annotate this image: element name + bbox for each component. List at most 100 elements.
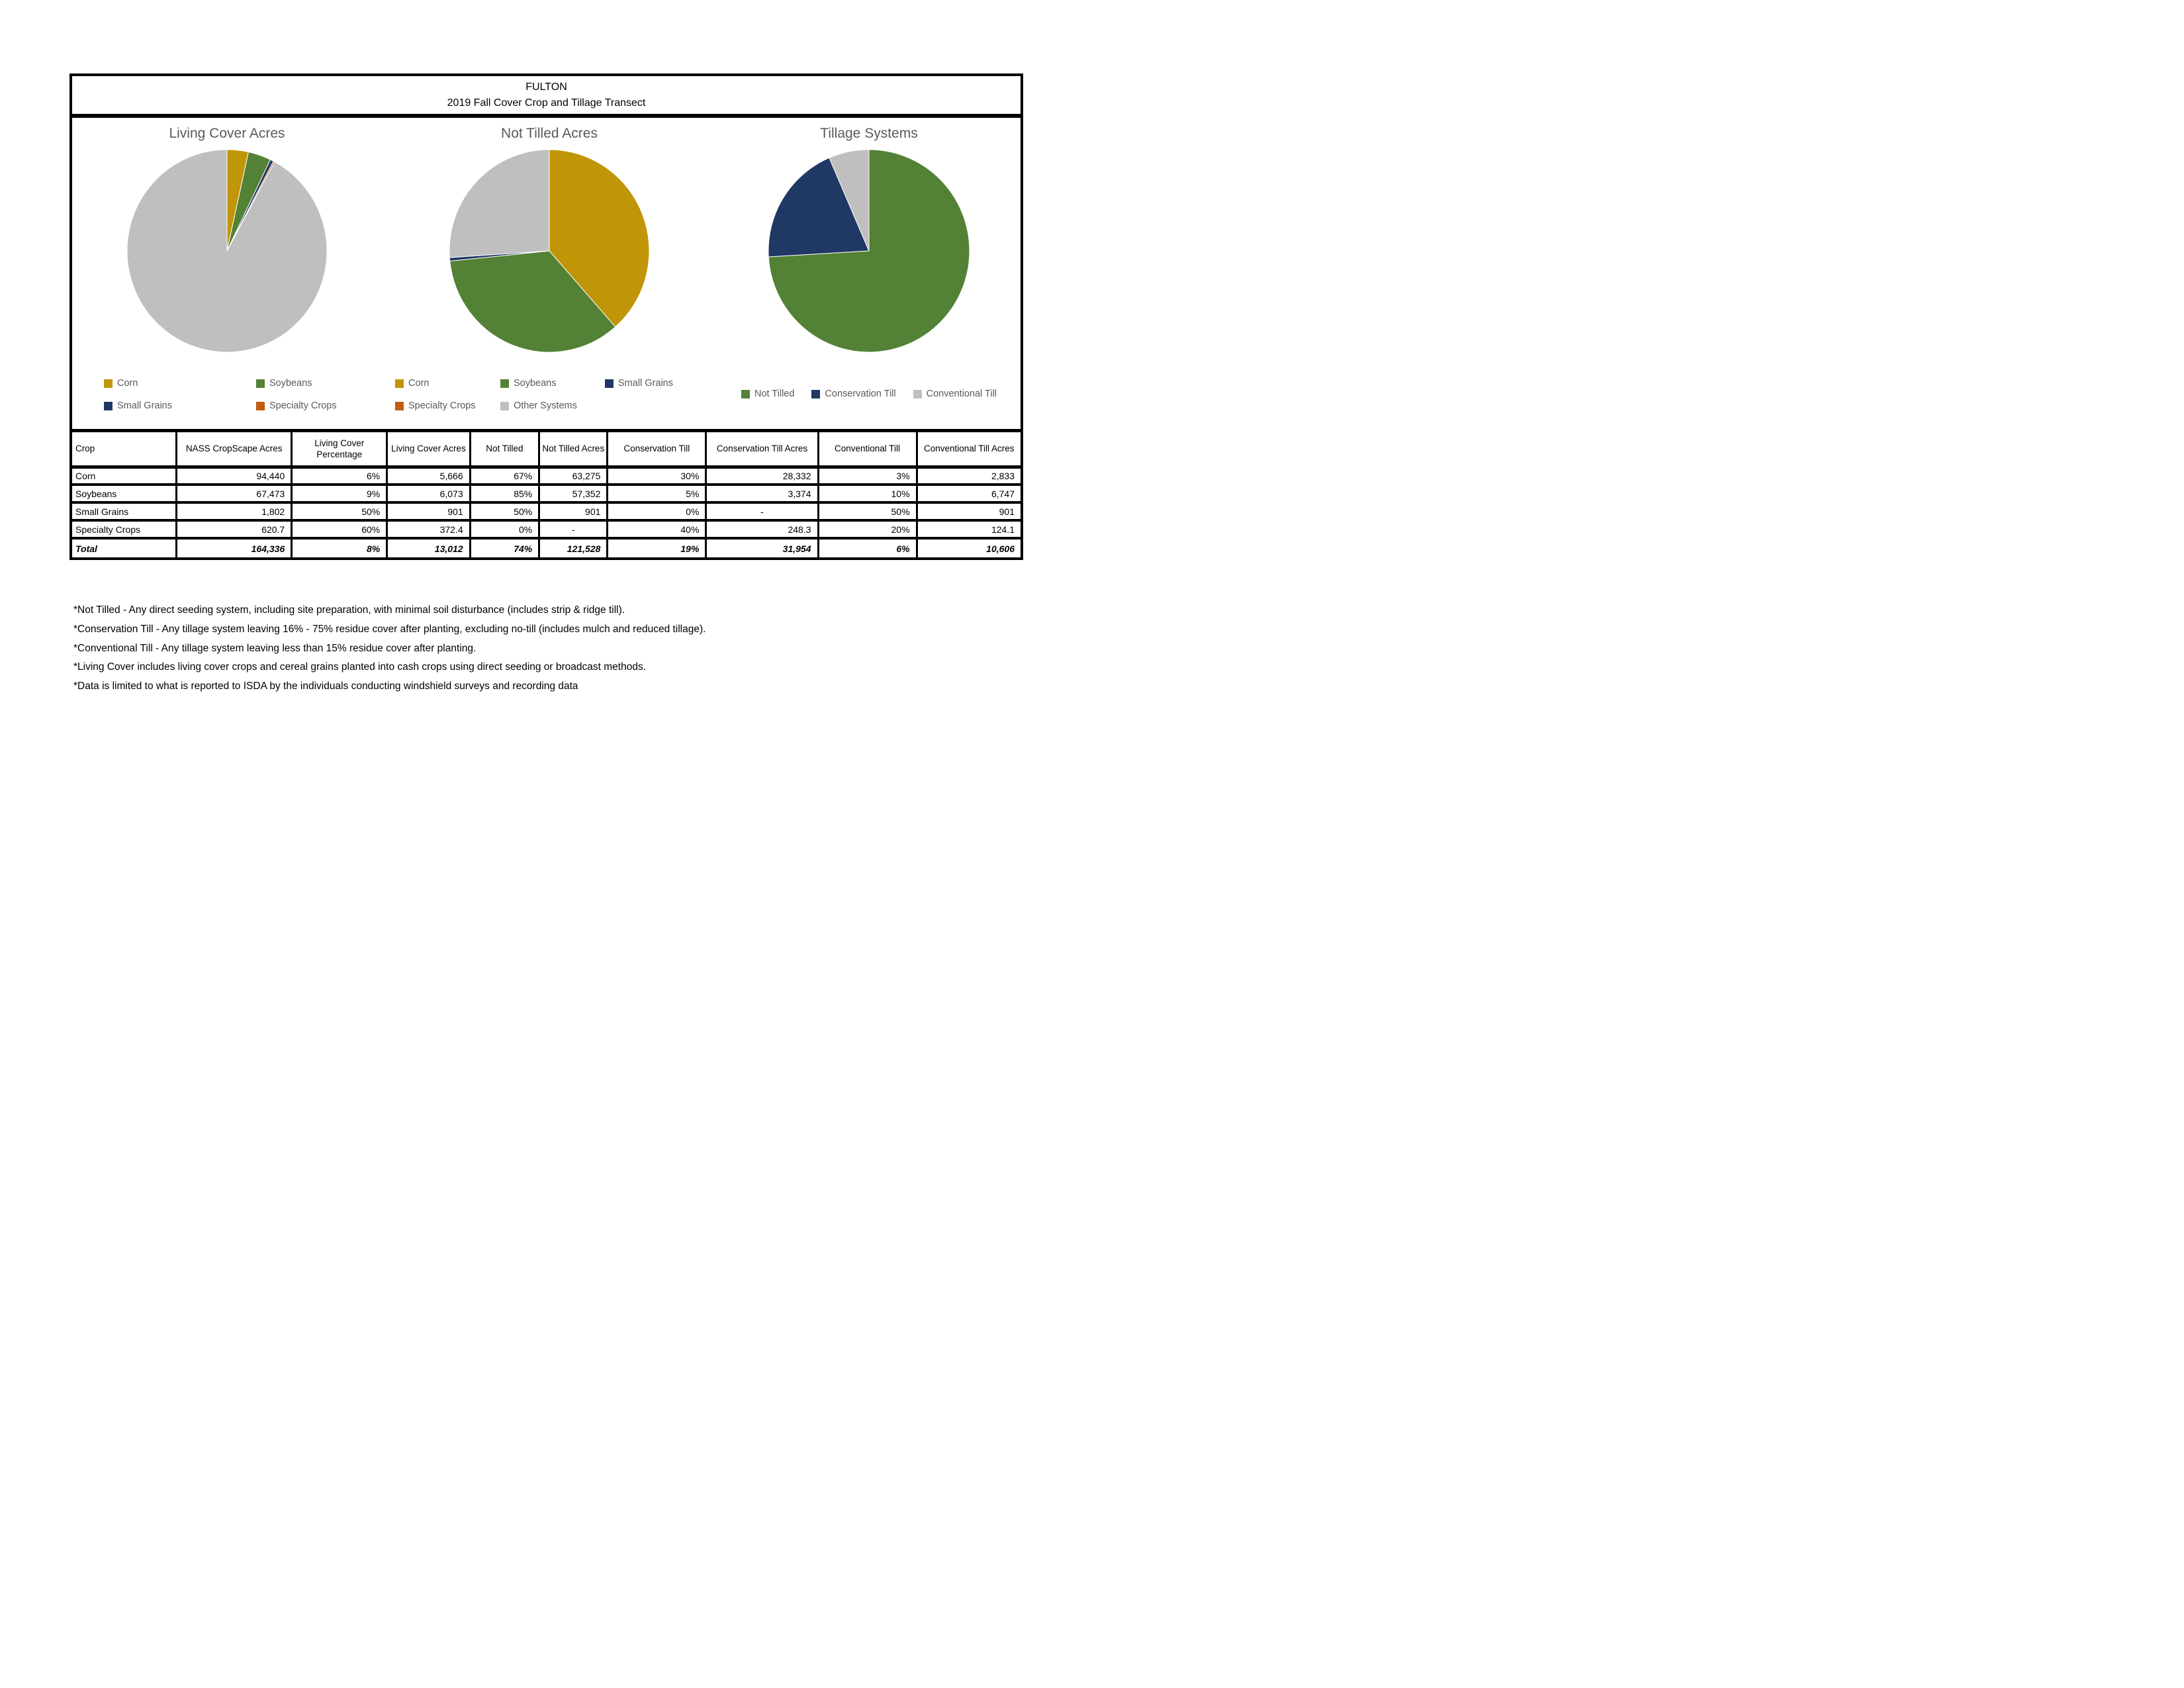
value-cell: 248.3 — [705, 519, 819, 538]
legend-swatch-icon — [104, 401, 113, 410]
value-cell: 67,473 — [175, 483, 292, 502]
column-header-crop: Crop — [72, 432, 177, 469]
value-cell: 901 — [915, 501, 1021, 520]
value-cell: 6,073 — [386, 483, 471, 502]
report-subtitle: 2019 Fall Cover Crop and Tillage Transec… — [447, 97, 646, 109]
legend-label: Conventional Till — [926, 389, 997, 399]
legend-label: Small Grains — [618, 378, 673, 389]
not-tilled-pie-chart — [449, 149, 650, 353]
value-cell: 1,802 — [175, 501, 292, 520]
crop-name-cell: Total — [72, 537, 177, 557]
legend-item-other-systems: Other Systems — [500, 400, 577, 412]
legend-item-corn: Corn — [395, 377, 500, 389]
value-cell: 2,833 — [915, 467, 1021, 485]
table-row-soybeans: Soybeans 67,473 9% 6,073 85% 57,352 5% 3,374 10%… — [72, 483, 1021, 502]
value-cell: 5,666 — [386, 467, 471, 485]
value-cell: 6% — [817, 537, 917, 557]
value-cell: 19% — [606, 537, 706, 557]
footnotes: *Not Tilled - Any direct seeding system,… — [73, 601, 705, 696]
legend-label: Not Tilled — [754, 389, 795, 399]
footnote-line: *Not Tilled - Any direct seeding system,… — [73, 604, 625, 616]
table-total-row: Total 164,336 8% 13,012 74% 121,528 19% 31,954 6… — [72, 537, 1021, 557]
legend-label: Conservation Till — [825, 389, 896, 399]
tillage-systems-pie-chart — [768, 149, 970, 353]
report-frame: FULTON 2019 Fall Cover Crop and Tillage … — [69, 73, 1023, 560]
value-cell: 9% — [291, 483, 387, 502]
value-cell: 85% — [469, 483, 539, 502]
value-cell: 901 — [538, 501, 608, 520]
legend-item-not-tilled: Not Tilled — [741, 388, 794, 400]
footnote-line: *Living Cover includes living cover crop… — [73, 661, 647, 673]
value-cell: 50% — [291, 501, 387, 520]
value-cell: 3% — [817, 467, 917, 485]
legend-swatch-icon — [395, 379, 404, 388]
value-cell: 10% — [817, 483, 917, 502]
living-cover-pie-chart — [126, 149, 328, 353]
column-header-nass-cropscape-acres: NASS CropScape Acres — [175, 432, 292, 469]
county-title: FULTON — [525, 81, 567, 93]
value-cell: 30% — [606, 467, 706, 485]
footnote-line: *Conservation Till - Any tillage system … — [73, 623, 706, 635]
legend-row: Corn Soybeans Small Grains — [395, 377, 673, 389]
column-header-not-tilled: Not Tilled — [469, 432, 539, 469]
pie-slice-conventional-till — [829, 149, 870, 252]
legend-swatch-icon — [913, 389, 922, 399]
legend-row: Specialty Crops Other Systems — [395, 400, 577, 412]
value-cell: 121,528 — [538, 537, 608, 557]
legend-swatch-icon — [395, 401, 404, 410]
legend-item-corn: Corn — [104, 377, 256, 389]
value-cell: 6% — [291, 467, 387, 485]
value-cell: - — [538, 519, 608, 538]
crop-name-cell: Small Grains — [72, 501, 177, 520]
value-cell: 8% — [291, 537, 387, 557]
crop-name-cell: Specialty Crops — [72, 519, 177, 538]
legend-swatch-icon — [500, 401, 509, 410]
legend-label: Corn — [117, 378, 138, 389]
value-cell: 6,747 — [915, 483, 1021, 502]
value-cell: - — [705, 501, 819, 520]
value-cell: 5% — [606, 483, 706, 502]
value-cell: 3,374 — [705, 483, 819, 502]
legend-row: Not Tilled Conservation Till Conventional … — [741, 388, 997, 400]
table-row-specialty-crops: Specialty Crops 620.7 60% 372.4 0% -40% 248.3 2… — [72, 519, 1021, 538]
legend-item-small-grains: Small Grains — [605, 377, 673, 389]
pie-slice-other-systems — [449, 149, 550, 258]
column-header-conservation-till: Conservation Till — [606, 432, 706, 469]
value-cell: 20% — [817, 519, 917, 538]
legend-swatch-icon — [500, 379, 509, 388]
legend-swatch-icon — [256, 401, 265, 410]
value-cell: 63,275 — [538, 467, 608, 485]
pie-slice-conservation-till — [768, 157, 870, 258]
legend-item-conventional-till: Conventional Till — [913, 388, 997, 400]
value-cell: 901 — [386, 501, 471, 520]
legend-item-conservation-till: Conservation Till — [811, 388, 896, 400]
legend-label: Small Grains — [117, 400, 172, 411]
legend-swatch-icon — [104, 379, 113, 388]
value-cell: 67% — [469, 467, 539, 485]
living-cover-chart-title: Living Cover Acres — [169, 126, 285, 141]
legend-row: Small Grains Specialty Crops — [104, 400, 337, 412]
transect-data-table: Crop NASS CropScape Acres Living Cover Per… — [72, 432, 1021, 557]
legend-swatch-icon — [256, 379, 265, 388]
pie-slice-remainder — [126, 149, 328, 353]
charts-section: Living Cover Acres Not Tilled Acres Till… — [72, 118, 1021, 432]
report-page: FULTON 2019 Fall Cover Crop and Tillage … — [0, 0, 1092, 844]
value-cell: 164,336 — [175, 537, 292, 557]
pie-slice-corn — [549, 149, 650, 328]
value-cell: 57,352 — [538, 483, 608, 502]
legend-label: Other Systems — [514, 400, 577, 411]
column-header-living-cover-acres: Living Cover Acres — [386, 432, 471, 469]
column-header-conventional-till: Conventional Till — [817, 432, 917, 469]
not-tilled-chart-title: Not Tilled Acres — [501, 126, 598, 141]
legend-swatch-icon — [741, 389, 750, 399]
legend-item-soybeans: Soybeans — [256, 377, 312, 389]
legend-label: Corn — [408, 378, 430, 389]
column-header-conventional-till-acres: Conventional Till Acres — [915, 432, 1021, 469]
value-cell: 124.1 — [915, 519, 1021, 538]
legend-item-specialty-crops: Specialty Crops — [395, 400, 500, 412]
value-cell: 50% — [817, 501, 917, 520]
value-cell: 0% — [469, 519, 539, 538]
legend-item-soybeans: Soybeans — [500, 377, 605, 389]
value-cell: 94,440 — [175, 467, 292, 485]
legend-item-small-grains: Small Grains — [104, 400, 256, 412]
